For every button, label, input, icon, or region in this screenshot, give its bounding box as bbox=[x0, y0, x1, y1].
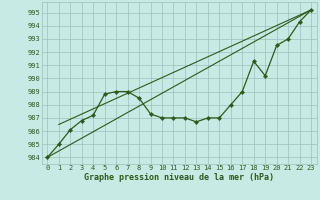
X-axis label: Graphe pression niveau de la mer (hPa): Graphe pression niveau de la mer (hPa) bbox=[84, 173, 274, 182]
